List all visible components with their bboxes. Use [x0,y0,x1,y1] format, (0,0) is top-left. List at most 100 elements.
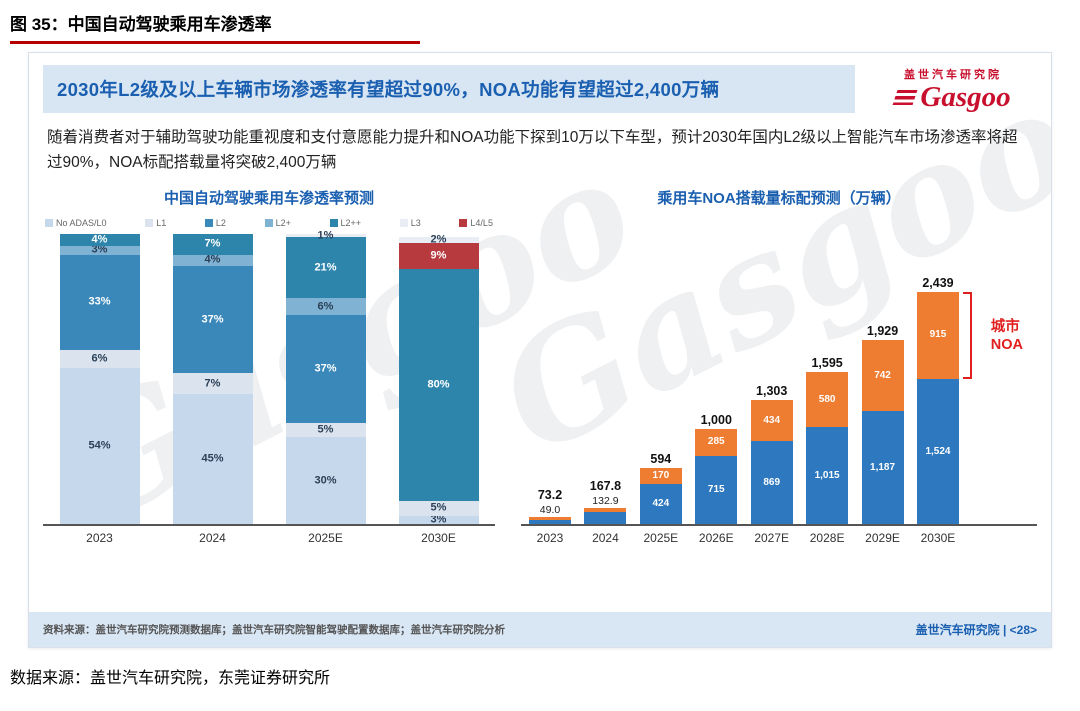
bar-group-2023: 73.2 49.0 [529,488,571,525]
segment-label: 1,524 [925,445,951,457]
total-label-2025E: 594 [650,451,672,466]
segment-No ADAS/L0: 3% [398,514,479,525]
segment-L3: 2% [398,233,479,246]
city-noa-bracket [962,291,972,379]
summary-paragraph: 随着消费者对于辅助驾驶功能重视度和支付意愿能力提升和NOA功能下探到10万以下车… [47,129,1018,172]
segment-label: 3% [91,243,108,256]
legend-label: L1 [156,218,167,229]
segment-L2++: 4% [59,233,140,246]
segment-city [529,517,571,520]
bar-group-2024: 167.8 132.9 [584,479,627,525]
bar-group-2030E: 2,439 1,524 915 城市 NOA [916,275,1023,525]
segment-label: 37% [314,362,337,375]
segment-label: 80% [427,378,450,391]
x-tick-2025E: 2025E [643,531,679,546]
noa-chart-plot: 73.2 49.0 167.8 132.9 594 424 170 1,000 715 285 1,… [521,234,1037,527]
segment-label: 7% [204,377,221,390]
segment-base [529,519,571,525]
segment-L2++: 80% [398,269,479,502]
stacked-bar-2030E: 1,524 915 [916,291,959,525]
segment-label: 424 [652,498,670,509]
segment-label: 5% [317,423,334,436]
stacked-bar-2025E: 424 170 [639,467,682,525]
segment-city: 580 [806,372,849,428]
segment-label: 1,187 [870,461,896,473]
segment-base: 424 [639,483,682,525]
x-tick-2030E: 2030E [920,531,956,546]
segment-label: 6% [317,300,334,313]
logo-company-name: 盖世汽车研究院 [904,68,1002,81]
figure-title: 图 35：中国自动驾驶乘用车渗透率 [10,10,420,44]
segment-L2+: 4% [172,254,253,267]
penetration-chart-x-axis: 2023 2024 2025E 2030E [43,531,495,545]
stacked-bar-2024 [584,508,627,525]
segment-label: 170 [652,469,670,481]
segment-label: 4% [91,233,108,246]
segment-L2: 37% [285,315,366,423]
segment-label: 1% [317,229,334,242]
segment-city: 915 [916,291,959,379]
headline-banner: 2030年L2级及以上车辆市场渗透率有望超过90%，NOA功能有望超过2,400… [43,65,855,113]
stacked-bar-2024: 45% 7% 37% 4% 7% [172,234,253,525]
spacer [521,214,1037,234]
total-label-2027E: 1,303 [756,383,788,398]
segment-L2: 37% [172,266,253,374]
value-label-above: 49.0 [539,504,561,517]
segment-label: 37% [201,313,224,326]
segment-L1: 5% [398,501,479,516]
report-card: Gasgoo Gasgoo 2030年L2级及以上车辆市场渗透率有望超过90%，… [28,52,1052,648]
segment-base: 1,187 [861,411,904,525]
legend-item-L2+: L2+ [264,218,291,228]
segment-city [584,508,627,512]
segment-L1: 5% [285,422,366,438]
segment-base: 1,524 [916,378,959,525]
total-label-2026E: 1,000 [700,412,732,427]
legend-label: L2 [215,218,226,229]
segment-label: 9% [430,249,447,262]
stacked-bar-2029E: 1,187 742 [861,340,904,525]
bar-group-2029E: 1,929 1,187 742 [861,324,904,525]
data-source-line: 数据来源：盖世汽车研究院，东莞证券研究所 [10,670,331,687]
x-tick-2025E: 2025E [308,531,343,546]
segment-city: 170 [639,467,682,484]
x-tick-2023: 2023 [86,531,113,546]
legend-item-L2++: L2++ [329,218,362,229]
x-tick-2030E: 2030E [421,531,456,546]
segment-city: 285 [695,428,738,457]
stacked-bar-2030E: 3% 5% 80% 9% 2% [398,233,479,525]
x-tick-2023: 2023 [536,531,564,546]
source-strip: 资料来源：盖世汽车研究院预测数据库；盖世汽车研究院智能驾驶配置数据库；盖世汽车研… [29,612,1051,647]
stacked-bar-2027E: 869 434 [750,399,793,525]
noa-chart-x-axis: 2023 2024 2025E 2026E 2027E 2028E 2029E 2030E [521,531,1037,545]
source-note: 资料来源：盖世汽车研究院预测数据库；盖世汽车研究院智能驾驶配置数据库；盖世汽车研… [43,624,505,636]
segment-label: 869 [763,476,781,488]
x-tick-2028E: 2028E [809,531,845,546]
x-tick-2024: 2024 [199,531,226,546]
segment-base: 1,015 [806,427,849,525]
legend-item-L3: L3 [399,218,421,228]
segment-label: 45% [201,452,224,465]
gasgoo-logo-icon [892,89,918,105]
legend-swatch-icon [264,219,273,228]
legend-label: No ADAS/L0 [56,218,107,229]
total-label-2030E: 2,439 [922,275,954,290]
segment-L3: 1% [285,230,366,241]
stacked-bar-2023: 54% 6% 33% 3% 4% [59,233,140,525]
source-brand-page: 盖世汽车研究院 | <28> [915,623,1037,637]
segment-L2+: 6% [285,298,366,316]
legend-item-L1: L1 [145,218,166,228]
legend-label: L2++ [340,218,362,229]
logo-brand-wordmark: Gasgoo [920,80,1011,113]
segment-label: 434 [763,414,781,426]
segment-L1: 7% [172,373,253,394]
total-label-2028E: 1,595 [811,356,843,371]
segment-label: 715 [707,484,725,496]
segment-label: 2% [430,233,447,246]
segment-base: 869 [750,441,793,525]
segment-label: 21% [314,261,337,274]
legend-swatch-icon [329,219,338,228]
noa-chart-title: 乘用车NOA搭载量标配预测（万辆） [657,190,901,208]
legend-item-No ADAS/L0: No ADAS/L0 [45,218,107,228]
x-tick-2026E: 2026E [698,531,734,546]
segment-base: 715 [695,456,738,525]
